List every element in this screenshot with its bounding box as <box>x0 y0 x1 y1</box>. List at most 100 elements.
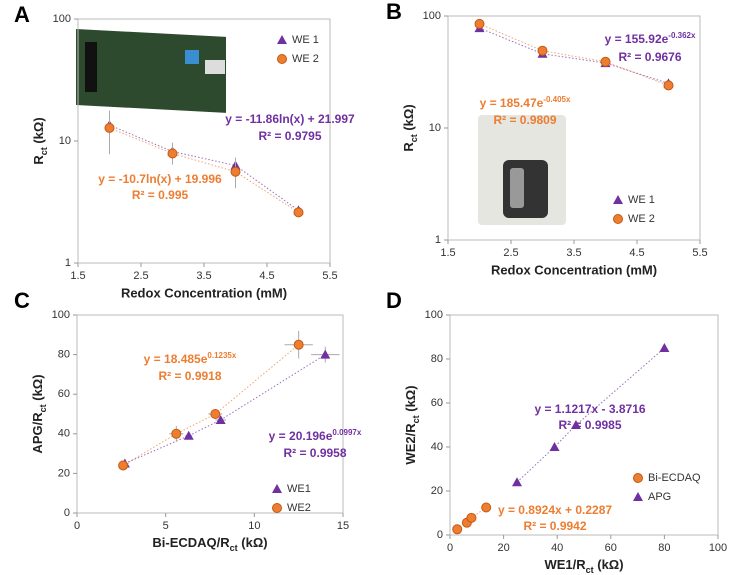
x-tick-label: 4.5 <box>259 270 274 282</box>
annotation: R² = 0.9958 <box>283 446 346 460</box>
marker <box>481 502 492 513</box>
marker <box>570 420 581 429</box>
annotation-text: y = 1.1217x - 3.8716 <box>534 402 645 416</box>
annotation-text: R² = 0.9942 <box>523 519 586 533</box>
panel-letter: B <box>386 0 402 24</box>
annotation-text: R² = 0.9795 <box>258 129 321 143</box>
annotation: y = 0.8924x + 0.2287 <box>498 503 612 517</box>
trend-line <box>109 124 299 211</box>
y-tick-label: 1 <box>65 257 71 269</box>
x-tick-label: 2.5 <box>503 247 518 259</box>
x-tick-label: 2.5 <box>133 270 148 282</box>
y-tick-label: 100 <box>53 13 71 25</box>
annotation: y = 18.485e0.1235x <box>144 351 237 367</box>
annotation-text: R² = 0.9985 <box>558 418 621 432</box>
axis-label: WE2/Rct (kΩ) <box>403 385 421 464</box>
y-tick-label: 0 <box>64 507 70 519</box>
y-tick-label: 100 <box>425 309 443 321</box>
label-part: WE2/R <box>403 423 418 465</box>
axis-label: Redox Concentration (mM) <box>121 285 287 300</box>
legend-label: WE 2 <box>628 213 655 225</box>
x-tick-label: 80 <box>658 542 670 554</box>
y-tick-label: 100 <box>52 309 70 321</box>
label-part: (kΩ) <box>401 104 416 134</box>
annotation: R² = 0.9942 <box>523 519 586 533</box>
y-tick-label: 20 <box>431 485 443 497</box>
y-tick-label: 40 <box>431 441 443 453</box>
marker <box>293 207 304 218</box>
annotation: y = -11.86ln(x) + 21.997 <box>225 112 355 126</box>
marker <box>215 414 226 424</box>
x-tick-label: 4.5 <box>629 247 644 259</box>
photo <box>76 28 226 113</box>
x-tick-label: 100 <box>709 542 727 554</box>
annotation-text: R² = 0.995 <box>132 188 189 202</box>
annotation: R² = 0.9985 <box>558 418 621 432</box>
annotation: y = 155.92e-0.362x <box>605 31 696 47</box>
axis-label: APG/Rct (kΩ) <box>30 374 48 453</box>
x-tick-label: 40 <box>551 542 563 554</box>
axis-label: WE1/Rct (kΩ) <box>544 557 623 575</box>
legend-marker <box>277 35 287 44</box>
legend-label: WE 1 <box>628 194 655 206</box>
y-tick-label: 20 <box>58 467 70 479</box>
label-part: (kΩ) <box>403 385 418 415</box>
marker <box>663 80 674 91</box>
annotation: y = 185.47e-0.405x <box>480 95 571 111</box>
marker <box>118 460 129 471</box>
annotation-text: y = 18.485e <box>144 352 208 366</box>
x-tick-label: 20 <box>497 542 509 554</box>
photo-part <box>185 50 199 64</box>
label-subscript: ct <box>411 415 421 423</box>
marker <box>320 349 331 359</box>
y-tick-label: 80 <box>58 349 70 361</box>
label-subscript: ct <box>39 147 49 155</box>
annotation-text: R² = 0.9809 <box>493 113 556 127</box>
marker <box>171 428 182 439</box>
legend-label: WE2 <box>287 502 311 514</box>
marker <box>183 430 194 440</box>
marker <box>474 18 485 29</box>
x-tick-label: 15 <box>337 520 349 532</box>
label-part: APG/R <box>30 412 45 454</box>
axis-label: Bi-ECDAQ/Rct (kΩ) <box>152 535 267 553</box>
label-part: WE1/R <box>544 557 586 572</box>
marker <box>293 339 304 350</box>
label-part: (kΩ) <box>30 374 45 404</box>
panel-letter: D <box>386 288 402 313</box>
label-part: R <box>31 155 46 165</box>
y-tick-label: 1 <box>435 234 441 246</box>
y-tick-label: 10 <box>59 135 71 147</box>
annotation-text: R² = 0.9958 <box>283 446 346 460</box>
label-subscript: ct <box>586 565 594 575</box>
x-tick-label: 60 <box>605 542 617 554</box>
annotation: R² = 0.9918 <box>158 369 221 383</box>
label-subscript: ct <box>38 404 48 412</box>
marker <box>537 45 548 56</box>
x-tick-label: 3.5 <box>566 247 581 259</box>
plot-frame <box>76 314 344 514</box>
annotation-superscript: 0.1235x <box>207 351 236 360</box>
legend-marker <box>613 195 623 204</box>
label-part: Bi-ECDAQ/R <box>152 535 230 550</box>
annotation-text: R² = 0.9676 <box>618 50 681 64</box>
legend-marker <box>613 214 623 224</box>
marker <box>167 148 178 159</box>
annotation-text: y = 20.196e <box>269 429 333 443</box>
x-tick-label: 1.5 <box>440 247 455 259</box>
label-part: (kΩ) <box>594 557 624 572</box>
annotation: y = 20.196e0.0997x <box>269 428 362 444</box>
legend-marker <box>633 492 643 501</box>
annotation: R² = 0.9809 <box>493 113 556 127</box>
annotation: R² = 0.9676 <box>618 50 681 64</box>
legend-marker <box>633 473 643 483</box>
trend-line <box>516 347 665 483</box>
y-tick-label: 60 <box>58 388 70 400</box>
legend-marker <box>277 54 287 64</box>
axis-label: Rct (kΩ) <box>31 117 49 164</box>
legend-marker <box>272 484 282 493</box>
x-tick-label: 5.5 <box>692 247 707 259</box>
x-tick-label: 1.5 <box>70 270 85 282</box>
annotation-text: y = -11.86ln(x) + 21.997 <box>225 112 355 126</box>
photo-part <box>85 42 97 92</box>
